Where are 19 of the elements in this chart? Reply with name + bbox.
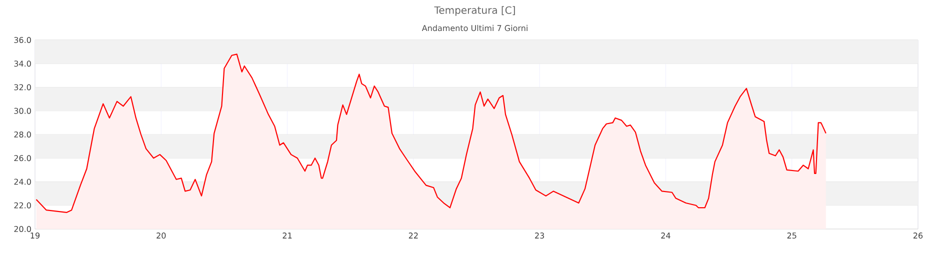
x-tick-label: 24 xyxy=(661,232,670,238)
x-tick-label: 19 xyxy=(30,232,40,239)
chart-subtitle: Andamento Ultimi 7 Giorni xyxy=(422,24,528,32)
y-tick-label: 36.0 xyxy=(14,36,31,44)
x-tick-label: 20 xyxy=(156,232,166,239)
y-tick-label: 22.0 xyxy=(14,202,31,208)
chart-title: Temperatura [C] xyxy=(434,6,515,16)
x-tick-label: 21 xyxy=(282,232,292,238)
x-tick-label: 23 xyxy=(535,232,544,239)
y-tick-label: 24.0 xyxy=(14,178,31,185)
x-tick-label: 22 xyxy=(408,232,418,238)
y-tick-label: 26.0 xyxy=(14,155,31,162)
y-tick-label: 30.0 xyxy=(14,108,31,114)
y-tick-label: 28.0 xyxy=(14,131,31,138)
y-tick-label: 20.0 xyxy=(14,226,31,232)
y-tick-label: 32.0 xyxy=(14,84,31,90)
y-tick-label: 34.0 xyxy=(14,60,31,67)
x-tick-label: 25 xyxy=(787,232,796,239)
x-tick-label: 26 xyxy=(913,232,923,239)
